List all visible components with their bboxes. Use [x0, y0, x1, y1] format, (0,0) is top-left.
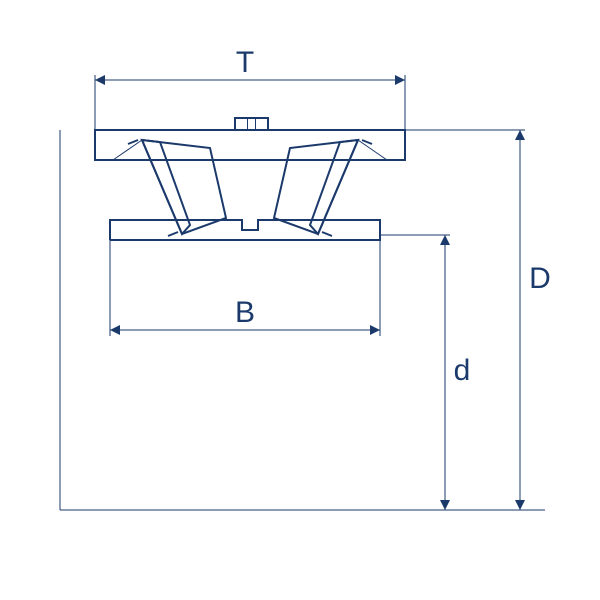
- bearing-section: [95, 118, 405, 240]
- dimension-d: d: [380, 235, 470, 510]
- label-T: T: [236, 46, 254, 79]
- dimension-B: B: [110, 240, 380, 336]
- label-D: D: [529, 262, 551, 295]
- label-d: d: [454, 354, 471, 387]
- dimension-D: D: [405, 130, 551, 510]
- label-B: B: [235, 296, 255, 329]
- bearing-diagram: T Bd D: [0, 0, 600, 600]
